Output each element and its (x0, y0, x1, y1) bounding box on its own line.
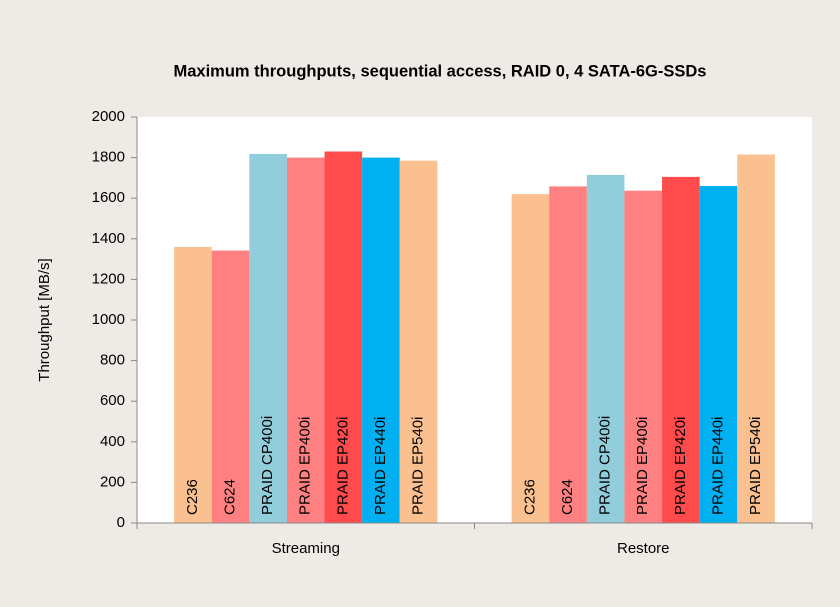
bar-label: PRAID CP400i (597, 416, 614, 515)
bar-label: PRAID EP420i (672, 417, 689, 515)
bar (586, 174, 625, 524)
bar-label: PRAID EP400i (634, 417, 651, 515)
bar-label: PRAID CP400i (259, 416, 276, 515)
bar (324, 151, 363, 523)
bar-label: C236 (521, 479, 538, 515)
bar-label: PRAID EP440i (709, 417, 726, 515)
bar (662, 176, 700, 523)
bar (624, 190, 663, 523)
bar (249, 153, 287, 524)
bar (737, 154, 775, 523)
bar-label: PRAID EP400i (297, 417, 314, 515)
bar-label: PRAID EP440i (372, 417, 389, 515)
y-tick-label: 1800 (92, 149, 125, 166)
y-tick-label: 1000 (92, 311, 125, 328)
bar (399, 160, 438, 523)
y-tick-label: 0 (117, 514, 125, 531)
bar (511, 194, 550, 523)
y-tick-label: 1400 (92, 230, 125, 247)
bar-label: C236 (184, 479, 201, 515)
bar (362, 157, 400, 523)
y-tick-label: 2000 (92, 108, 125, 125)
y-tick-label: 400 (100, 433, 125, 450)
x-tick-label: Streaming (272, 540, 340, 557)
bar-label: C624 (222, 479, 239, 515)
x-tick-label: Restore (617, 540, 670, 557)
bar-label: C624 (559, 479, 576, 515)
bar-label: PRAID EP540i (410, 417, 427, 515)
bar (549, 186, 587, 523)
y-axis-label: Throughput [MB/s] (36, 258, 53, 381)
bar (699, 186, 738, 523)
bar-label: PRAID EP420i (334, 417, 351, 515)
y-tick-label: 200 (100, 473, 125, 490)
y-tick-label: 1600 (92, 189, 125, 206)
y-tick-label: 600 (100, 392, 125, 409)
bar (211, 250, 250, 523)
chart-title: Maximum throughputs, sequential access, … (173, 62, 706, 80)
bar (174, 246, 212, 524)
bar (286, 157, 325, 523)
bar-label: PRAID EP540i (747, 417, 764, 515)
y-tick-label: 1200 (92, 270, 125, 287)
y-tick-label: 800 (100, 352, 125, 369)
